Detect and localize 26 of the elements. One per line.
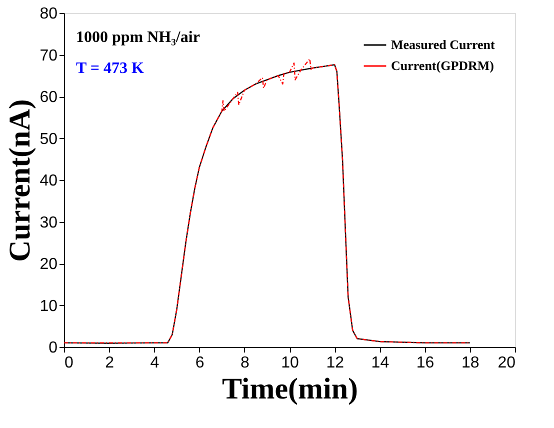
y-tick-label: 60 bbox=[40, 89, 58, 106]
x-axis-title: Time(min) bbox=[222, 372, 358, 406]
y-tick-label: 70 bbox=[40, 47, 58, 64]
y-tick-label: 0 bbox=[48, 340, 58, 356]
legend-label: Current(GPDRM) bbox=[391, 58, 494, 73]
y-tick-label: 20 bbox=[40, 256, 58, 273]
y-tick-label: 80 bbox=[40, 6, 58, 22]
y-tick-label: 40 bbox=[40, 172, 58, 190]
x-tick-label: 20 bbox=[498, 354, 516, 372]
y-tick-label: 30 bbox=[40, 214, 58, 232]
x-tick-label: 0 bbox=[64, 354, 74, 372]
x-tick-label: 10 bbox=[281, 354, 299, 372]
legend-label: Measured Current bbox=[391, 37, 496, 52]
annotation: 1000 ppm NH₃/air bbox=[76, 29, 200, 46]
x-tick-label: 12 bbox=[326, 354, 344, 372]
x-tick-label: 2 bbox=[105, 354, 114, 372]
x-tick-label: 6 bbox=[195, 354, 204, 372]
annotation: T = 473 K bbox=[76, 60, 144, 77]
y-axis-title: Current(nA) bbox=[4, 99, 37, 262]
y-tick-label: 50 bbox=[40, 130, 58, 148]
x-tick-label: 8 bbox=[240, 354, 250, 372]
x-tick-label: 4 bbox=[150, 354, 160, 372]
x-tick-label: 16 bbox=[416, 354, 434, 372]
y-tick-label: 10 bbox=[40, 298, 58, 315]
x-tick-label: 14 bbox=[371, 354, 390, 372]
x-tick-label: 18 bbox=[462, 354, 480, 372]
